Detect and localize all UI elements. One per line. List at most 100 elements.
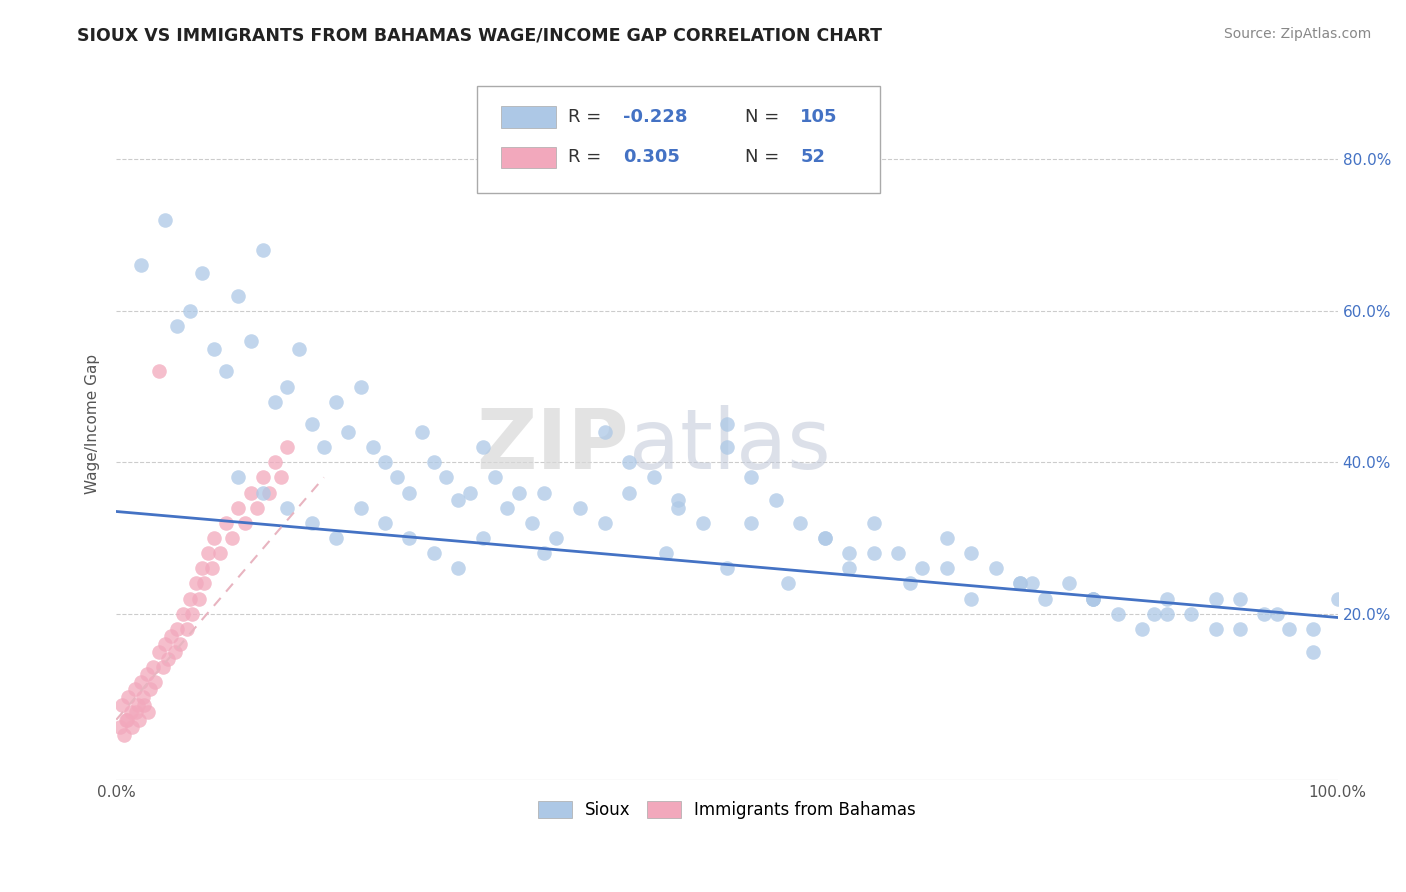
Point	[666, 493, 689, 508]
Point	[1229, 591, 1251, 606]
Point	[1302, 644, 1324, 658]
Point	[619, 455, 641, 469]
Point	[288, 342, 311, 356]
Point	[301, 417, 323, 432]
Point	[121, 720, 143, 734]
Point	[202, 342, 225, 356]
Point	[197, 546, 219, 560]
Point	[533, 485, 555, 500]
Point	[325, 531, 347, 545]
Point	[1130, 622, 1153, 636]
Point	[176, 622, 198, 636]
Point	[765, 493, 787, 508]
Point	[136, 705, 159, 719]
Point	[143, 674, 166, 689]
Point	[349, 500, 371, 515]
Point	[239, 485, 262, 500]
Point	[471, 531, 494, 545]
Point	[202, 531, 225, 545]
Text: 0.305: 0.305	[623, 148, 681, 167]
Point	[398, 485, 420, 500]
Point	[716, 561, 738, 575]
Point	[142, 659, 165, 673]
Point	[898, 576, 921, 591]
Point	[434, 470, 457, 484]
Point	[1083, 591, 1105, 606]
Point	[264, 394, 287, 409]
Y-axis label: Wage/Income Gap: Wage/Income Gap	[86, 354, 100, 494]
Point	[1107, 607, 1129, 621]
Point	[374, 455, 396, 469]
Point	[1010, 576, 1032, 591]
Point	[276, 379, 298, 393]
Point	[1057, 576, 1080, 591]
Point	[1021, 576, 1043, 591]
Point	[163, 644, 186, 658]
Point	[221, 531, 243, 545]
Text: -0.228: -0.228	[623, 108, 688, 126]
Point	[215, 364, 238, 378]
Point	[593, 516, 616, 530]
Point	[508, 485, 530, 500]
Point	[1253, 607, 1275, 621]
Point	[172, 607, 194, 621]
Point	[385, 470, 408, 484]
Point	[1278, 622, 1301, 636]
Point	[1326, 591, 1348, 606]
Point	[252, 485, 274, 500]
Point	[337, 425, 360, 439]
Point	[200, 561, 222, 575]
Point	[862, 546, 884, 560]
Point	[716, 440, 738, 454]
Point	[276, 500, 298, 515]
Point	[1083, 591, 1105, 606]
Text: SIOUX VS IMMIGRANTS FROM BAHAMAS WAGE/INCOME GAP CORRELATION CHART: SIOUX VS IMMIGRANTS FROM BAHAMAS WAGE/IN…	[77, 27, 883, 45]
Point	[411, 425, 433, 439]
Point	[128, 713, 150, 727]
Point	[593, 425, 616, 439]
Point	[533, 546, 555, 560]
Point	[1156, 607, 1178, 621]
Point	[496, 500, 519, 515]
Point	[252, 470, 274, 484]
Point	[181, 607, 204, 621]
FancyBboxPatch shape	[477, 87, 880, 193]
FancyBboxPatch shape	[501, 106, 555, 128]
Point	[129, 259, 152, 273]
Point	[117, 713, 139, 727]
Point	[228, 500, 250, 515]
Point	[233, 516, 256, 530]
Point	[153, 637, 176, 651]
Point	[1010, 576, 1032, 591]
Point	[1229, 622, 1251, 636]
Point	[246, 500, 269, 515]
Point	[643, 470, 665, 484]
Point	[132, 690, 155, 704]
Text: ZIP: ZIP	[477, 405, 630, 486]
Point	[276, 440, 298, 454]
Point	[789, 516, 811, 530]
Point	[361, 440, 384, 454]
Text: atlas: atlas	[630, 405, 831, 486]
Point	[188, 591, 211, 606]
Point	[135, 667, 157, 681]
Point	[838, 561, 860, 575]
Point	[1143, 607, 1166, 621]
Point	[252, 244, 274, 258]
Point	[619, 485, 641, 500]
Point	[666, 500, 689, 515]
Point	[484, 470, 506, 484]
Point	[209, 546, 232, 560]
Point	[215, 516, 238, 530]
Point	[423, 546, 446, 560]
Text: Source: ZipAtlas.com: Source: ZipAtlas.com	[1223, 27, 1371, 41]
Point	[152, 659, 174, 673]
Point	[1180, 607, 1202, 621]
Point	[193, 576, 215, 591]
Text: 105: 105	[800, 108, 838, 126]
Point	[228, 288, 250, 302]
Point	[108, 720, 131, 734]
Point	[960, 591, 983, 606]
Point	[125, 705, 148, 719]
Point	[148, 644, 170, 658]
